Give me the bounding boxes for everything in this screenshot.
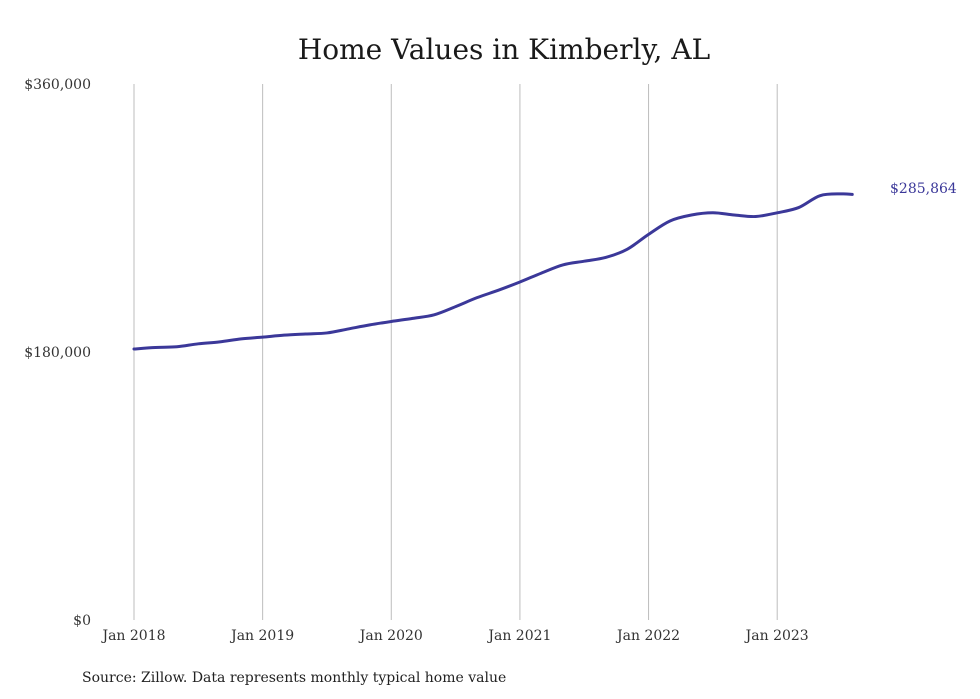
x-tick-label: Jan 2021 <box>486 628 551 644</box>
source-note: Source: Zillow. Data represents monthly … <box>82 670 506 686</box>
series-line-0 <box>132 192 854 351</box>
series-layer <box>132 192 854 351</box>
end-value-label: $285,864 <box>890 181 957 197</box>
y-tick-label: $360,000 <box>24 77 91 93</box>
y-axis-ticks: $0 $180,000 $360,000 <box>24 77 91 629</box>
x-tick-label: Jan 2023 <box>744 628 809 644</box>
x-axis-ticks: Jan 2018 Jan 2019 Jan 2020 Jan 2021 Jan 2022… <box>100 628 808 644</box>
y-tick-label: $0 <box>73 613 91 629</box>
x-tick-label: Jan 2019 <box>229 628 294 644</box>
y-tick-label: $180,000 <box>24 345 91 361</box>
gridlines <box>133 84 778 620</box>
chart-title: Home Values in Kimberly, AL <box>298 33 710 66</box>
x-tick-label: Jan 2020 <box>358 628 423 644</box>
x-tick-label: Jan 2018 <box>100 628 165 644</box>
x-tick-label: Jan 2022 <box>615 628 680 644</box>
